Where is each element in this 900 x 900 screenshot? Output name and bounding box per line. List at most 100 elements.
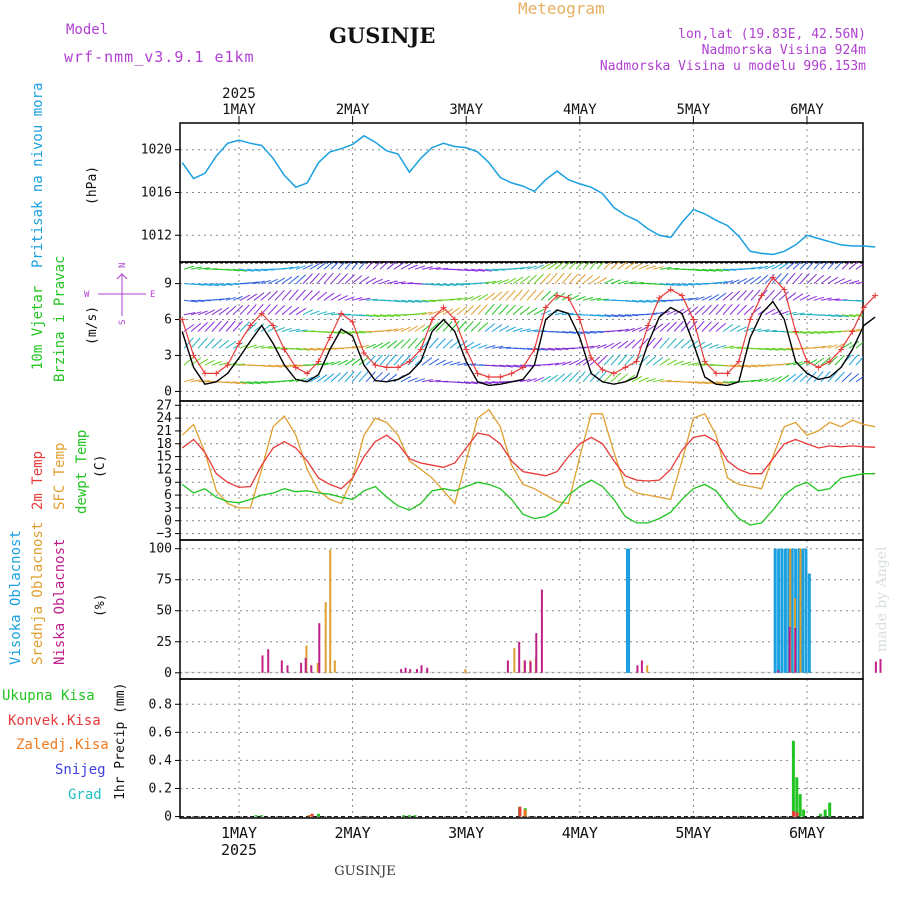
wind-arrow (547, 291, 559, 301)
wind-arrow (519, 328, 531, 332)
wind-arrow (652, 266, 664, 270)
hail-label: Grad (68, 787, 102, 803)
wind-arrow (827, 331, 842, 333)
cloud-bar (286, 665, 289, 673)
wind-arrow (834, 278, 846, 285)
wind-arrow (393, 299, 408, 303)
cloud-bar (535, 633, 538, 673)
wind-arrow (589, 275, 601, 285)
wind-arrow (232, 321, 243, 332)
wind-arrow (848, 373, 860, 383)
wind-arrow (645, 265, 656, 270)
wind-arrow (533, 289, 544, 301)
wind-arrow (246, 268, 261, 272)
temperature-ytick-label: 21 (156, 424, 172, 439)
cloud-bar (329, 549, 332, 673)
wind-gust-line (181, 276, 876, 378)
wind-arrow (764, 289, 775, 301)
cloud-bar (789, 548, 792, 673)
wind-arrow (365, 262, 374, 270)
wind-arrow (470, 343, 481, 349)
wind-arrow (274, 326, 285, 332)
precip-ytick-label: 0.2 (149, 782, 172, 797)
cloud-bar (420, 665, 423, 673)
wind-arrow (645, 356, 657, 366)
wind-arrow (211, 320, 222, 332)
wind-arrow (596, 277, 608, 285)
compass-w-label: W (84, 290, 90, 300)
wind-arrow (372, 314, 387, 318)
wind-arrow (694, 268, 709, 272)
top-day-label: 4MAY (563, 102, 597, 118)
wind-arrow (456, 296, 468, 301)
wind-arrow (708, 293, 720, 301)
wind-arrow (379, 279, 390, 285)
wind-arrow (358, 371, 369, 383)
wind-arrow (596, 355, 607, 366)
wind-arrow (687, 306, 699, 316)
wind-arrow (358, 344, 370, 349)
precip-bar (819, 813, 823, 817)
temperature-ytick-label: 6 (164, 488, 172, 503)
wind-arrow (344, 346, 357, 349)
wind-arrow (260, 279, 271, 285)
wind-arrow (792, 272, 803, 284)
wind-arrow (687, 340, 699, 349)
coords-label: lon,lat (19.83E, 42.56N) (678, 27, 866, 42)
wind-arrow (645, 312, 658, 316)
wind-arrow (708, 268, 723, 272)
wind-arrow (715, 268, 730, 272)
wind-arrow (498, 279, 509, 285)
temp-unit-label: (C) (93, 455, 108, 478)
wind-arrow (414, 299, 429, 303)
precip-bar (518, 806, 522, 817)
wind-arrow (624, 299, 639, 303)
wind-arrow (715, 381, 730, 384)
wind-arrow (701, 342, 713, 349)
wind-arrow (855, 299, 863, 302)
cloud-side-labels: Visoka Oblacnost Srednja Oblacnost Niska… (8, 522, 108, 665)
wind-arrow (757, 265, 769, 270)
precip-bar (828, 802, 832, 817)
wind-arrow (358, 314, 373, 317)
wind-arrow (820, 370, 831, 383)
wind-arrow (386, 373, 398, 383)
wind-arrow (771, 309, 782, 316)
wind-arrow (211, 298, 224, 301)
wind-arrow (666, 309, 677, 316)
cloud-bar (280, 660, 283, 673)
wind-arrow (813, 371, 824, 383)
wind-arrow (855, 263, 863, 270)
wind-arrow (659, 337, 670, 349)
cloud-bar (304, 657, 307, 673)
wind-arrow (568, 371, 579, 383)
wind-arrow (680, 297, 693, 301)
wind-arrow (694, 305, 706, 316)
wind-arrow (204, 309, 216, 316)
wind-arrow (596, 344, 607, 349)
cloud-bar (529, 661, 532, 673)
wind-arrow (764, 347, 779, 351)
wind-arrow (680, 320, 691, 332)
wind-arrow (393, 281, 406, 285)
wind-arrow (519, 289, 530, 301)
wind-arrow (841, 262, 851, 270)
wind-arrow (827, 344, 838, 349)
wind-arrow (659, 299, 674, 302)
wind-arrow (463, 320, 474, 332)
wind-arrow (372, 278, 383, 285)
wind-arrow (281, 276, 293, 285)
wind-arrow (603, 342, 615, 349)
wind-arrow (701, 321, 712, 332)
wind-arrow (603, 314, 618, 318)
wind-arrow (785, 262, 797, 270)
cloud-bar (640, 660, 643, 673)
wind-arrow (841, 372, 852, 383)
wind-arrow (288, 275, 300, 284)
cloud-bar (316, 662, 319, 673)
wind-arrow (239, 381, 254, 385)
wind-arrow (582, 296, 594, 301)
wind-arrow (491, 345, 504, 349)
